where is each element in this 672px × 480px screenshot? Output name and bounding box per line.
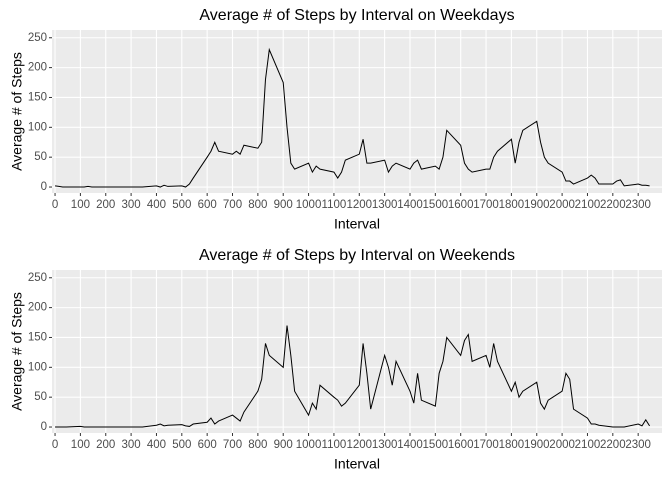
y-tick-label: 50 <box>34 151 47 163</box>
x-tick-label: 1300 <box>372 439 398 451</box>
x-axis-label: Interval <box>334 216 380 232</box>
x-tick-label: 900 <box>274 199 293 211</box>
x-tick-label: 2000 <box>549 199 575 211</box>
x-tick-label: 700 <box>223 199 242 211</box>
x-tick-label: 1400 <box>397 439 423 451</box>
data-line <box>55 325 651 428</box>
x-tick-label: 1200 <box>346 199 372 211</box>
data-line <box>54 47 650 188</box>
x-axis-label: Interval <box>334 456 380 472</box>
x-tick-label: 500 <box>172 199 191 211</box>
y-tick-label: 100 <box>28 121 47 133</box>
x-tick-label: 0 <box>52 439 58 451</box>
x-tick-label: 2100 <box>575 199 601 211</box>
x-tick-label: 700 <box>223 439 242 451</box>
x-tick-label: 1700 <box>473 439 499 451</box>
y-axis-label: Average # of Steps <box>9 292 25 411</box>
x-tick-label: 800 <box>248 199 267 211</box>
x-tick-label: 1300 <box>372 199 398 211</box>
x-tick-label: 1500 <box>423 439 449 451</box>
x-tick-label: 1400 <box>397 199 423 211</box>
x-tick-label: 200 <box>96 199 115 211</box>
x-tick-label: 400 <box>147 199 166 211</box>
y-tick-label: 0 <box>41 181 47 193</box>
x-tick-label: 600 <box>198 439 217 451</box>
y-tick-label: 50 <box>34 391 47 403</box>
x-tick-label: 1100 <box>322 199 347 211</box>
x-tick-label: 0 <box>52 199 58 211</box>
x-tick-label: 500 <box>172 439 191 451</box>
x-tick-label: 1600 <box>448 199 474 211</box>
x-tick-label: 1800 <box>499 199 525 211</box>
x-tick-label: 1200 <box>346 439 372 451</box>
y-tick-label: 0 <box>41 421 47 433</box>
x-tick-label: 1800 <box>499 439 525 451</box>
x-tick-label: 900 <box>274 439 293 451</box>
x-tick-label: 2200 <box>600 439 626 451</box>
x-tick-label: 1000 <box>296 199 322 211</box>
x-tick-label: 1900 <box>524 439 550 451</box>
panel-background <box>52 30 662 193</box>
y-tick-label: 100 <box>28 361 47 373</box>
x-tick-label: 1700 <box>473 199 499 211</box>
y-tick-label: 250 <box>28 32 47 44</box>
x-tick-label: 2200 <box>600 199 626 211</box>
x-tick-label: 2100 <box>575 439 601 451</box>
x-tick-label: 1500 <box>423 199 449 211</box>
x-tick-label: 400 <box>147 439 166 451</box>
y-axis-label: Average # of Steps <box>9 52 25 171</box>
x-tick-label: 2000 <box>549 439 575 451</box>
x-tick-label: 1000 <box>296 439 322 451</box>
x-tick-label: 300 <box>122 439 141 451</box>
y-tick-label: 200 <box>28 62 47 74</box>
chart-title: Average # of Steps by Interval on Weekda… <box>199 7 514 24</box>
y-tick-label: 150 <box>28 332 47 344</box>
x-tick-label: 100 <box>71 199 90 211</box>
y-tick-label: 150 <box>28 92 47 104</box>
x-tick-label: 800 <box>248 439 267 451</box>
x-tick-label: 200 <box>96 439 115 451</box>
y-tick-label: 200 <box>28 302 47 314</box>
y-tick-label: 250 <box>28 272 47 284</box>
x-tick-label: 1100 <box>322 439 347 451</box>
x-tick-label: 100 <box>71 439 90 451</box>
panel-background <box>52 270 662 433</box>
x-tick-label: 300 <box>122 199 141 211</box>
x-tick-label: 1900 <box>524 199 550 211</box>
x-tick-label: 600 <box>198 199 217 211</box>
chart-title: Average # of Steps by Interval on Weeken… <box>199 247 515 264</box>
x-tick-label: 2300 <box>625 199 651 211</box>
x-tick-label: 2300 <box>625 439 651 451</box>
x-tick-label: 1600 <box>448 439 474 451</box>
